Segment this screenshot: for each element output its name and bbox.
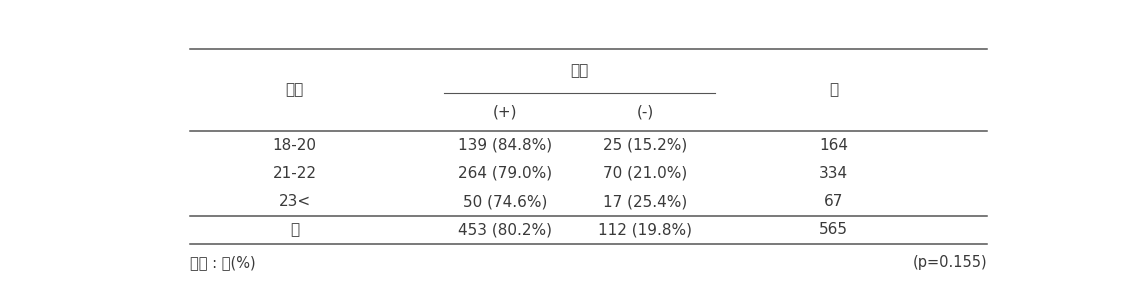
Text: 항체: 항체 — [570, 63, 589, 78]
Text: 21-22: 21-22 — [273, 166, 317, 181]
Text: 565: 565 — [819, 222, 848, 237]
Text: 334: 334 — [819, 166, 848, 181]
Text: 112 (19.8%): 112 (19.8%) — [598, 222, 692, 237]
Text: 25 (15.2%): 25 (15.2%) — [603, 138, 688, 153]
Text: (+): (+) — [493, 105, 517, 120]
Text: 18-20: 18-20 — [273, 138, 317, 153]
Text: (p=0.155): (p=0.155) — [913, 256, 987, 271]
Text: 139 (84.8%): 139 (84.8%) — [458, 138, 552, 153]
Text: 264 (79.0%): 264 (79.0%) — [458, 166, 552, 181]
Text: 단위 : 명(%): 단위 : 명(%) — [190, 256, 256, 271]
Text: 70 (21.0%): 70 (21.0%) — [603, 166, 688, 181]
Text: 453 (80.2%): 453 (80.2%) — [458, 222, 552, 237]
Text: 계: 계 — [291, 222, 300, 237]
Text: 계: 계 — [829, 82, 838, 97]
Text: 23<: 23< — [278, 194, 311, 209]
Text: 164: 164 — [819, 138, 848, 153]
Text: 67: 67 — [824, 194, 844, 209]
Text: 17 (25.4%): 17 (25.4%) — [603, 194, 688, 209]
Text: 50 (74.6%): 50 (74.6%) — [463, 194, 547, 209]
Text: 나이: 나이 — [286, 82, 304, 97]
Text: (-): (-) — [637, 105, 654, 120]
